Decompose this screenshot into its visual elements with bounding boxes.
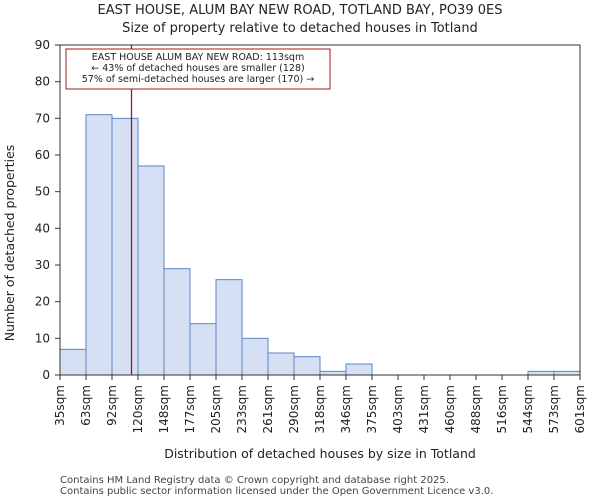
- annotation-line-3: 57% of semi-detached houses are larger (…: [82, 74, 315, 85]
- x-tick-label: 205sqm: [209, 385, 223, 433]
- bar-261sqm: [267, 352, 295, 376]
- x-tick-label: 35sqm: [53, 385, 67, 426]
- bar-35sqm: [59, 348, 87, 376]
- x-tick-label: 403sqm: [391, 385, 405, 433]
- y-tick-label: 60: [35, 148, 50, 162]
- y-axis-label: Number of detached properties: [2, 145, 17, 342]
- x-tick-label: 318sqm: [313, 385, 327, 433]
- bar-63sqm: [85, 114, 113, 376]
- annotation-line-1: EAST HOUSE ALUM BAY NEW ROAD: 113sqm: [92, 52, 304, 63]
- y-tick-label: 30: [35, 258, 50, 272]
- footer-line-1: Contains HM Land Registry data © Crown c…: [60, 475, 449, 486]
- x-tick-label: 544sqm: [521, 385, 535, 433]
- x-tick-label: 177sqm: [183, 385, 197, 433]
- y-tick-label: 90: [35, 38, 50, 52]
- x-tick-label: 346sqm: [339, 385, 353, 433]
- bar-92sqm: [111, 117, 139, 376]
- x-tick-label: 120sqm: [131, 385, 145, 433]
- bar-233sqm: [241, 337, 269, 376]
- y-tick-label: 20: [35, 295, 50, 309]
- bar-290sqm: [293, 356, 321, 376]
- x-tick-label: 375sqm: [365, 385, 379, 433]
- x-tick-label: 261sqm: [261, 385, 275, 433]
- y-axis-ticks: 0 10 20 30 40 50 60 70 80 90: [35, 38, 60, 382]
- bar-120sqm: [137, 165, 165, 376]
- x-tick-label: 488sqm: [469, 385, 483, 433]
- y-tick-label: 10: [35, 331, 50, 345]
- y-tick-label: 70: [35, 111, 50, 125]
- bar-573sqm: [553, 370, 581, 376]
- x-tick-label: 431sqm: [417, 385, 431, 433]
- bar-205sqm: [215, 279, 243, 376]
- annotation-line-2: ← 43% of detached houses are smaller (12…: [91, 63, 304, 74]
- bar-318sqm: [319, 370, 347, 376]
- bars-group: [59, 114, 581, 376]
- x-tick-label: 290sqm: [287, 385, 301, 433]
- x-tick-label: 233sqm: [235, 385, 249, 433]
- bar-346sqm: [345, 363, 373, 376]
- y-tick-label: 40: [35, 221, 50, 235]
- x-tick-label: 516sqm: [495, 385, 509, 433]
- x-tick-label: 92sqm: [105, 385, 119, 426]
- bar-148sqm: [163, 268, 191, 376]
- x-axis-label: Distribution of detached houses by size …: [164, 446, 476, 461]
- annotation-box: EAST HOUSE ALUM BAY NEW ROAD: 113sqm ← 4…: [65, 48, 331, 90]
- y-tick-label: 50: [35, 185, 50, 199]
- y-tick-label: 80: [35, 75, 50, 89]
- x-axis-ticks: 35sqm 63sqm 92sqm 120sqm 148sqm 177sqm 205sqm 2…: [53, 375, 587, 433]
- x-tick-label: 601sqm: [573, 385, 587, 433]
- x-tick-label: 460sqm: [443, 385, 457, 433]
- footer-line-2: Contains public sector information licen…: [60, 486, 493, 497]
- x-tick-label: 148sqm: [157, 385, 171, 433]
- annotation-box-frame: [65, 48, 331, 90]
- chart-title: EAST HOUSE, ALUM BAY NEW ROAD, TOTLAND B…: [98, 3, 503, 18]
- bar-177sqm: [189, 323, 217, 376]
- chart-subtitle: Size of property relative to detached ho…: [122, 21, 478, 36]
- x-tick-label: 573sqm: [547, 385, 561, 433]
- bar-544sqm: [527, 370, 555, 376]
- x-tick-label: 63sqm: [79, 385, 93, 426]
- plot-frame: [59, 44, 581, 376]
- y-tick-label: 0: [42, 368, 50, 382]
